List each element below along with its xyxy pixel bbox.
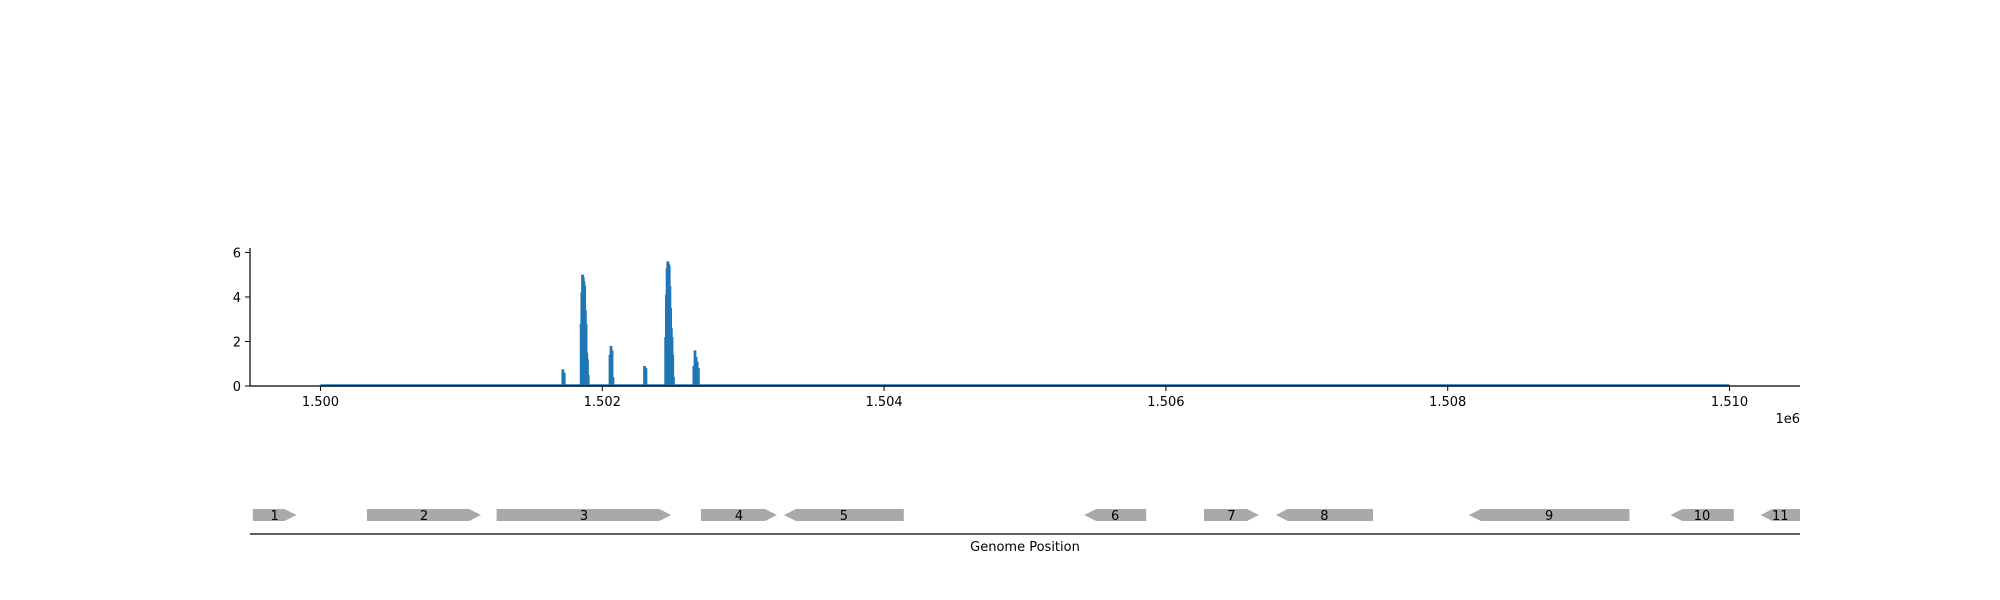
coverage-bar <box>586 374 590 386</box>
coverage-bar <box>672 377 675 386</box>
gene-label: 1 <box>271 509 279 524</box>
coverage-panel: 1.500 1.502 1.504 1.506 1.508 1.510 0 2 4 6 1e6 <box>233 246 1800 427</box>
gene-arrow <box>1670 509 1734 521</box>
gene-axis-label: Genome Position <box>970 540 1080 555</box>
x-tick-label: 1.502 <box>584 395 621 410</box>
gene-label: 8 <box>1320 509 1328 524</box>
coverage-bar <box>696 368 700 386</box>
coverage-bar <box>586 359 589 386</box>
gene-arrow <box>366 509 482 521</box>
gene-arrow <box>1760 509 1800 521</box>
gene-arrows: 1 2 3 4 5 6 7 8 9 10 11 <box>252 509 1800 524</box>
gene-arrow <box>1275 509 1374 521</box>
gene-label: 10 <box>1694 509 1711 524</box>
x-axis-offset-label: 1e6 <box>1775 412 1800 427</box>
coverage-bar <box>611 377 615 386</box>
x-tick-label: 1.506 <box>1147 395 1184 410</box>
gene-arrow <box>1468 509 1630 521</box>
gene-label: 9 <box>1545 509 1553 524</box>
gene-label: 11 <box>1772 509 1789 524</box>
coverage-bar <box>671 354 675 386</box>
gene-map-panel: 1 2 3 4 5 6 7 8 9 10 11 Genome Position <box>250 509 1800 555</box>
coverage-bar <box>610 350 614 386</box>
x-axis-ticks: 1.500 1.502 1.504 1.506 1.508 1.510 <box>302 386 1748 410</box>
x-tick-label: 1.500 <box>302 395 339 410</box>
y-axis-ticks: 0 2 4 6 <box>233 246 250 395</box>
coverage-bar <box>562 372 566 386</box>
y-tick-label: 4 <box>233 291 241 306</box>
gene-arrow <box>252 509 297 521</box>
gene-label: 7 <box>1227 509 1235 524</box>
gene-arrow <box>1084 509 1147 521</box>
x-tick-label: 1.510 <box>1711 395 1748 410</box>
gene-label: 6 <box>1111 509 1119 524</box>
coverage-bar <box>561 369 565 386</box>
coverage-bar <box>644 368 648 386</box>
y-tick-label: 6 <box>233 246 241 261</box>
x-tick-label: 1.508 <box>1429 395 1466 410</box>
gene-arrow <box>496 509 672 521</box>
y-tick-label: 2 <box>233 335 241 350</box>
gene-label: 4 <box>735 509 743 524</box>
y-tick-label: 0 <box>233 380 241 395</box>
gene-arrow <box>1203 509 1259 521</box>
gene-arrow <box>700 509 777 521</box>
coverage-bar <box>643 365 646 386</box>
gene-label: 2 <box>420 509 428 524</box>
gene-label: 3 <box>580 509 588 524</box>
x-tick-label: 1.504 <box>865 395 902 410</box>
gene-arrow <box>784 509 904 521</box>
gene-label: 5 <box>840 509 848 524</box>
